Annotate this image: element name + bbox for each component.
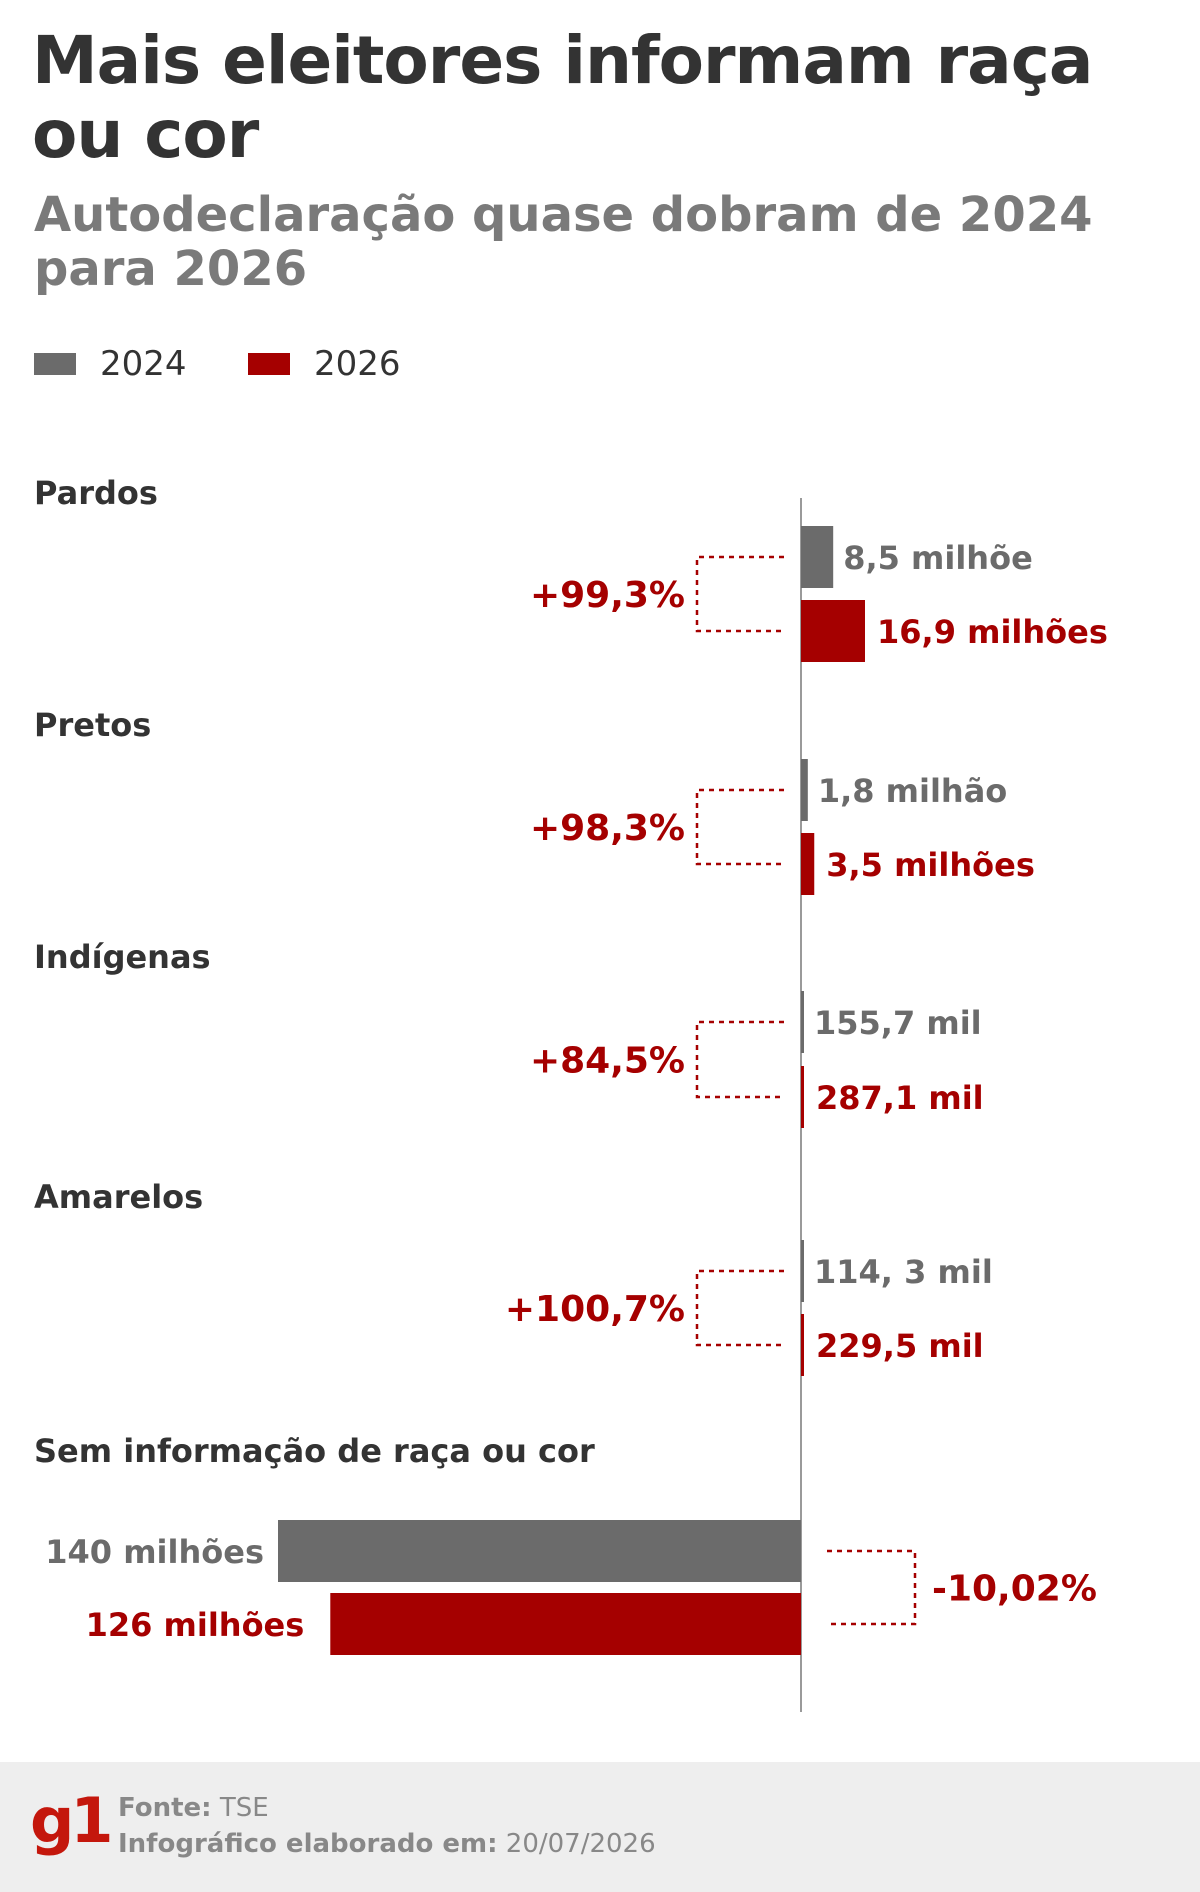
value-label-2024: 155,7 mil [814, 1004, 982, 1042]
date-line: Infográfico elaborado em: 20/07/2026 [118, 1826, 656, 1862]
source-line: Fonte: TSE [118, 1790, 656, 1826]
value-label-2024: 8,5 milhõe [843, 539, 1033, 577]
legend-label-2024: 2024 [100, 344, 187, 384]
bar-2024 [801, 1240, 804, 1302]
change-label: -10,02% [932, 1569, 1097, 1610]
value-label-2026: 229,5 mil [816, 1327, 984, 1365]
legend-item-2024: 2024 [34, 340, 187, 388]
value-label-2026: 16,9 milhões [877, 613, 1108, 651]
bar-2026 [330, 1593, 801, 1655]
change-label: +99,3% [530, 575, 685, 616]
change-bracket [695, 1020, 784, 1099]
category-label: Sem informação de raça ou cor [34, 1432, 595, 1470]
footer: g1 Fonte: TSE Infográfico elaborado em: … [0, 1762, 1200, 1892]
value-label-2024: 114, 3 mil [814, 1253, 993, 1291]
source-value: TSE [219, 1793, 269, 1823]
bar-2024 [801, 759, 808, 821]
source-label: Fonte: [118, 1793, 212, 1823]
value-label-2026: 126 milhões [86, 1606, 305, 1644]
bar-2026 [801, 1066, 804, 1128]
bar-2024 [278, 1520, 801, 1582]
change-bracket [827, 1549, 917, 1626]
chart-subtitle: Autodeclaração quase dobram de 2024 para… [34, 187, 1093, 297]
bar-2024 [801, 526, 834, 588]
g1-logo: g1 [30, 1784, 114, 1857]
legend-swatch-2024 [34, 353, 76, 375]
value-label-2024: 1,8 milhão [818, 772, 1007, 810]
bar-2026 [801, 1314, 804, 1376]
date-value: 20/07/2026 [505, 1829, 656, 1859]
footer-text: Fonte: TSE Infográfico elaborado em: 20/… [118, 1790, 656, 1862]
legend-swatch-2026 [248, 353, 290, 375]
date-label: Infográfico elaborado em: [118, 1829, 498, 1859]
category-label: Amarelos [34, 1178, 203, 1216]
bar-chart: Pardos 8,5 milhõe 16,9 milhões +99,3% Pretos… [34, 474, 1108, 1712]
value-label-2026: 3,5 milhões [826, 846, 1035, 884]
change-label: +100,7% [505, 1289, 685, 1330]
bar-2026 [801, 833, 815, 895]
change-label: +98,3% [530, 808, 685, 849]
chart-title: Mais eleitores informam raça ou cor [32, 22, 1093, 173]
change-label: +84,5% [530, 1041, 685, 1082]
change-bracket [695, 555, 784, 633]
category-label: Indígenas [34, 938, 211, 976]
category-label: Pretos [34, 706, 151, 744]
change-bracket [695, 1269, 784, 1347]
value-label-2026: 287,1 mil [816, 1079, 984, 1117]
change-bracket [695, 788, 784, 866]
category-label: Pardos [34, 474, 158, 512]
legend-label-2026: 2026 [314, 344, 401, 384]
value-label-2024: 140 milhões [45, 1533, 264, 1571]
legend-item-2026: 2026 [248, 340, 401, 388]
bar-2024 [801, 991, 804, 1053]
bar-2026 [801, 600, 865, 662]
